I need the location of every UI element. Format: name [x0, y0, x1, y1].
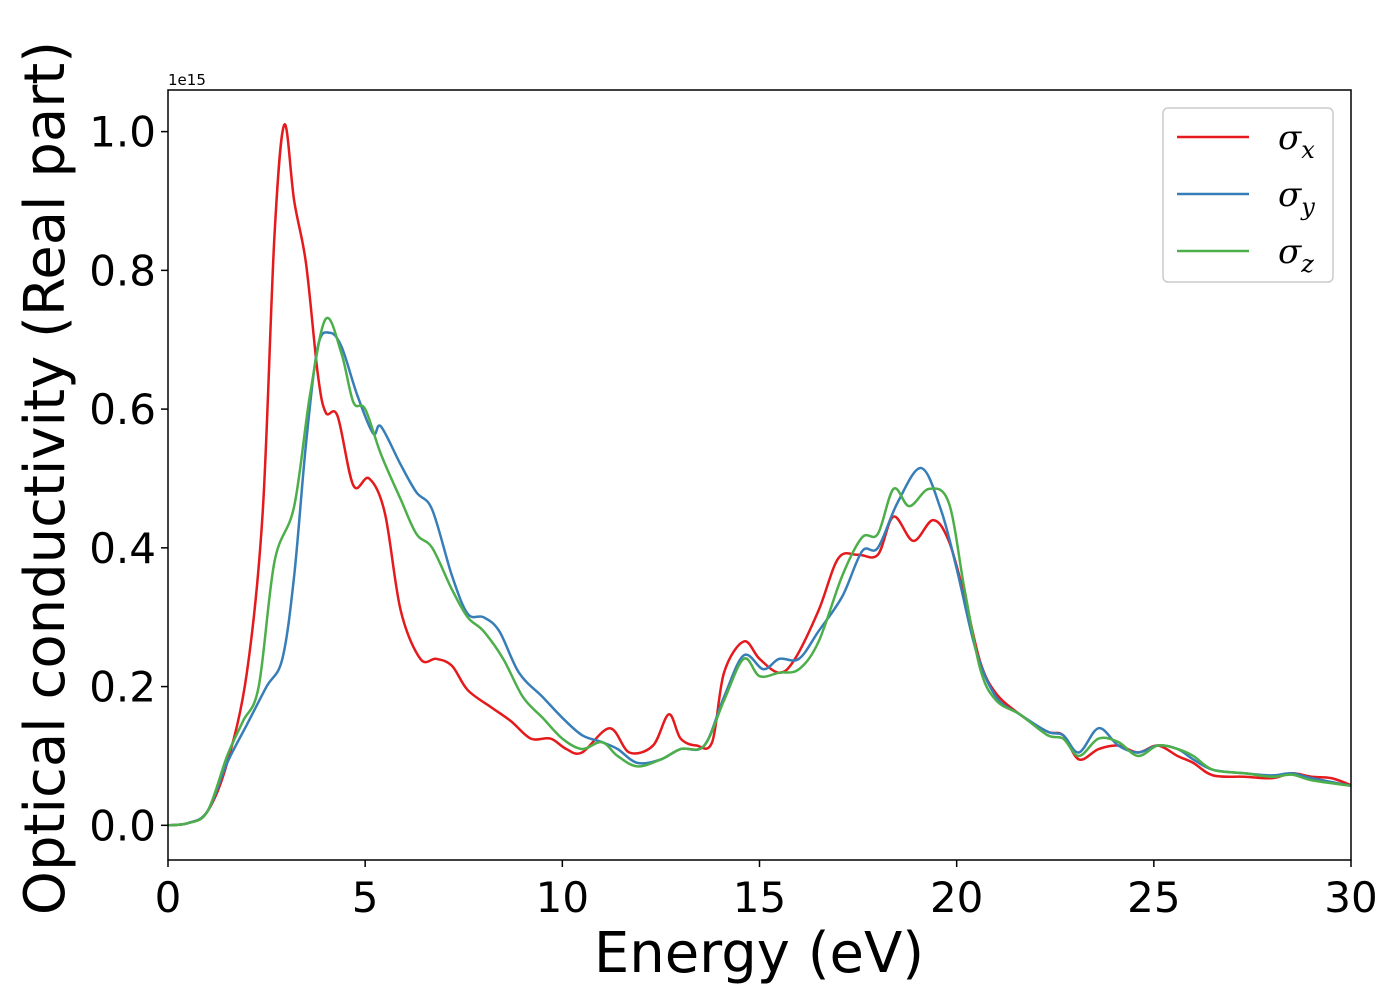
series-line-z	[167, 316, 1352, 827]
series-line-y	[167, 331, 1352, 827]
y-tick-label: 0.0	[89, 801, 156, 850]
y-tick-label: 0.8	[89, 246, 156, 295]
y-tick-label: 0.2	[89, 663, 156, 712]
x-tick-label: 10	[536, 873, 589, 922]
y-axis-ticks: 0.0 0.2 0.4 0.6 0.8 1.0	[89, 108, 168, 850]
x-tick-label: 25	[1127, 873, 1180, 922]
x-axis-label: Energy (eV)	[594, 921, 924, 986]
x-tick-label: 15	[733, 873, 786, 922]
y-tick-label: 0.4	[89, 524, 156, 573]
x-tick-label: 20	[930, 873, 983, 922]
y-axis-offset-label: 1e15	[168, 71, 206, 89]
y-tick-label: 0.6	[89, 385, 156, 434]
x-tick-label: 30	[1324, 873, 1377, 922]
x-tick-label: 5	[352, 873, 379, 922]
series-layer	[167, 123, 1352, 827]
x-axis-ticks: 0 5 10 15 20 25 30	[155, 860, 1378, 922]
legend-label-z: σz	[1278, 232, 1314, 278]
y-tick-label: 1.0	[89, 108, 156, 157]
legend-label-y: σy	[1278, 175, 1315, 221]
y-axis-label: Optical conductivity (Real part)	[13, 41, 78, 915]
x-tick-label: 0	[155, 873, 182, 922]
legend-label-x: σx	[1278, 118, 1315, 164]
legend: σx σy σz	[1162, 107, 1334, 283]
series-line-x	[167, 123, 1352, 827]
